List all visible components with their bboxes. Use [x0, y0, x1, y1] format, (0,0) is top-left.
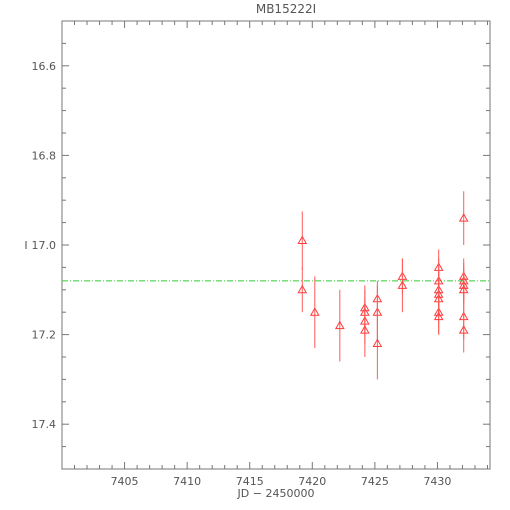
y-tick-label: 17.0 [32, 239, 57, 252]
data-point [433, 298, 444, 335]
x-axis-label: JD − 2450000 [237, 487, 315, 500]
x-axis: 7405 7410 7415 7420 7425 7430 [61, 21, 488, 488]
y-tick-label: 16.8 [32, 149, 57, 162]
x-tick-label: 7405 [111, 475, 139, 488]
y-tick-label: 17.2 [32, 329, 57, 342]
x-tick-label: 7420 [298, 475, 326, 488]
x-tick-label: 7425 [361, 475, 389, 488]
x-tick-label: 7410 [173, 475, 201, 488]
triangle-marker [359, 325, 370, 334]
triangle-marker [297, 235, 308, 245]
data-point [359, 303, 370, 357]
data-point [309, 276, 320, 349]
data-point [397, 258, 408, 313]
data-point [372, 307, 383, 380]
y-tick-label: 16.6 [32, 60, 57, 73]
triangle-marker [458, 213, 469, 222]
y-axis-label: I [24, 239, 27, 252]
data-point [334, 289, 345, 362]
triangle-marker [433, 311, 444, 321]
triangle-marker [372, 338, 383, 348]
triangle-marker [297, 284, 308, 294]
triangle-marker [397, 280, 408, 289]
triangle-marker [334, 320, 345, 330]
y-tick-label: 17.4 [32, 418, 57, 431]
x-tick-label: 7415 [236, 475, 264, 488]
data-points [297, 191, 469, 380]
triangle-marker [309, 307, 320, 316]
x-tick-label: 7430 [423, 475, 451, 488]
triangle-marker [458, 325, 469, 334]
data-point [458, 307, 469, 353]
data-point [458, 191, 469, 245]
data-point [297, 211, 308, 270]
plot-frame [61, 20, 491, 470]
y-axis: 16.6 16.8 17.0 17.2 17.4 [32, 20, 490, 470]
chart-title: MB15222I [256, 2, 316, 16]
data-point [297, 267, 308, 313]
triangle-marker [458, 284, 469, 294]
